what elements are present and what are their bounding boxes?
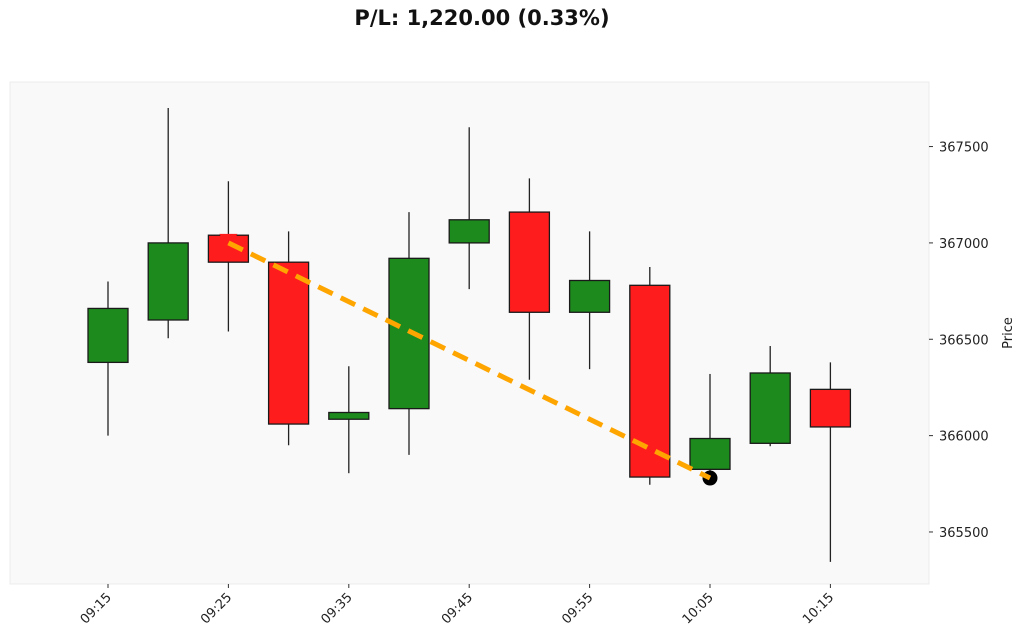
candle-body (568, 279, 611, 313)
x-tick-label: 09:45 (439, 590, 476, 627)
y-tick-label: 365500 (939, 526, 989, 541)
x-tick-label: 10:15 (800, 590, 837, 627)
candle-0920 (147, 108, 189, 339)
candle-0950 (508, 178, 551, 380)
chart-title: P/L: 1,220.00 (0.33%) (354, 6, 610, 30)
candle-0915 (87, 281, 129, 436)
candle-1005 (689, 373, 731, 472)
candle-body (328, 411, 370, 420)
y-tick-label: 367500 (939, 141, 989, 156)
candle-body (749, 372, 791, 444)
candle-body (809, 388, 852, 428)
y-tick-label: 366000 (939, 430, 989, 445)
candle-1000 (629, 266, 671, 485)
y-tick-label: 366500 (939, 333, 989, 348)
candle-body (448, 219, 490, 244)
candle-0935 (328, 366, 370, 474)
candle-0945 (448, 127, 490, 290)
y-axis: 365500 366000 366500 367000 367500 Price (929, 141, 1016, 541)
trade-line (227, 240, 712, 481)
x-axis: 09:15 09:25 09:35 09:45 09:55 10:05 10:15 (78, 584, 837, 627)
candle-body (147, 242, 189, 321)
candle-body (508, 211, 551, 313)
x-tick-label: 09:25 (198, 590, 235, 627)
y-axis-label: Price (1001, 317, 1016, 349)
entry-marker-icon (219, 233, 238, 251)
candle-body (629, 284, 671, 478)
x-tick-label: 10:05 (680, 590, 717, 627)
y-tick-label: 367000 (939, 237, 989, 252)
candle-body (87, 307, 129, 364)
candle-1010 (749, 346, 791, 447)
candle-0930 (267, 231, 310, 446)
x-tick-label: 09:55 (559, 590, 596, 627)
candle-body (689, 437, 731, 470)
candle-0955 (568, 231, 611, 370)
x-tick-label: 09:15 (78, 590, 115, 627)
candle-1015 (809, 362, 852, 562)
x-tick-label: 09:35 (319, 590, 356, 627)
candle-body (267, 261, 310, 425)
